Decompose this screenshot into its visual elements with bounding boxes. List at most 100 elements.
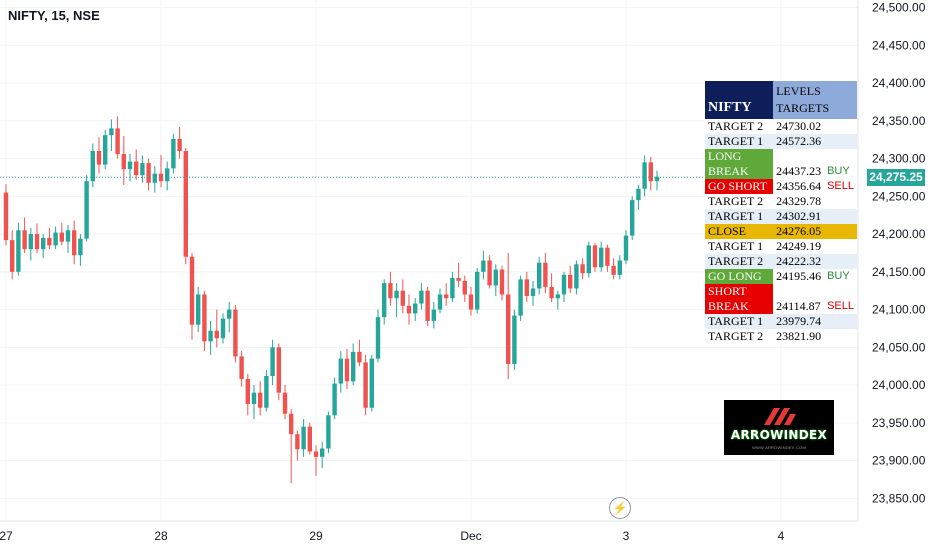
candle	[183, 147, 188, 265]
candle	[493, 264, 498, 296]
candle	[375, 309, 381, 363]
level-value: 24195.46	[773, 269, 825, 284]
candle-body	[103, 135, 108, 165]
candle-body	[177, 138, 182, 152]
candle	[623, 230, 629, 265]
candle-body	[41, 237, 46, 250]
candle	[574, 260, 579, 295]
candle	[431, 302, 436, 329]
candle	[326, 411, 331, 454]
candle-body	[258, 392, 263, 408]
level-value: 23979.74	[773, 314, 825, 329]
level-label-line2: BREAK	[708, 299, 749, 313]
y-tick-label: 24,500.00	[872, 1, 926, 15]
level-label-line1: SHORT	[708, 284, 747, 298]
candle-body	[301, 426, 306, 450]
candle	[338, 351, 343, 393]
time-axis[interactable]: 27 28 29 Dec 3 4	[0, 529, 785, 543]
symbol-title[interactable]: NIFTY, 15, NSE	[8, 8, 100, 23]
levels-header-line2: TARGETS	[776, 101, 830, 115]
level-signal	[824, 209, 857, 224]
y-tick-label: 24,400.00	[872, 76, 926, 90]
candle-body	[189, 256, 195, 325]
candle-body	[152, 173, 157, 183]
candle	[450, 271, 455, 303]
candle-body	[227, 309, 232, 319]
candle	[16, 222, 21, 276]
candle	[295, 430, 300, 461]
levels-row: GO SHORT 24356.64 SELL	[705, 179, 857, 194]
candle	[233, 305, 238, 363]
candle	[264, 369, 269, 412]
level-label: SHORT BREAK	[705, 284, 774, 314]
candle	[568, 265, 573, 293]
candle	[202, 290, 207, 352]
levels-row: TARGET 1 24572.36	[705, 134, 857, 149]
level-label: TARGET 1	[705, 239, 774, 254]
level-label: GO LONG	[705, 269, 774, 284]
level-value: 24572.36	[773, 134, 825, 149]
candle	[34, 223, 40, 253]
candle-body	[611, 265, 616, 275]
candle-body	[134, 161, 139, 176]
candle	[524, 271, 529, 303]
candle	[586, 241, 591, 278]
candle-body	[419, 290, 424, 304]
level-signal	[824, 239, 857, 254]
level-label: GO SHORT	[705, 179, 774, 194]
candle-body	[506, 294, 511, 364]
candle-body	[431, 309, 436, 321]
candle-body	[351, 351, 356, 382]
candle	[72, 220, 77, 265]
candle-body	[481, 260, 486, 272]
level-signal	[824, 314, 857, 329]
candle-body	[394, 290, 399, 299]
candle	[351, 343, 356, 386]
candle	[654, 170, 660, 191]
candle	[152, 166, 157, 193]
level-label: LONG BREAK	[705, 149, 774, 179]
candle	[78, 234, 83, 266]
price-axis[interactable]: 23,850.00 23,900.00 23,950.00 24,000.00 24,0…	[872, 1, 926, 506]
candle	[462, 275, 467, 303]
y-tick-label: 23,900.00	[872, 454, 926, 468]
candle-body	[171, 138, 176, 169]
candle	[512, 309, 517, 370]
candle	[96, 137, 102, 174]
candle	[369, 354, 374, 412]
y-tick-label: 24,300.00	[872, 152, 926, 166]
candle-body	[561, 274, 567, 295]
candle	[140, 155, 145, 183]
candle-body	[233, 309, 238, 357]
level-signal	[824, 194, 857, 209]
candle-body	[183, 151, 188, 257]
candle	[382, 279, 387, 325]
candle-body	[462, 280, 467, 295]
candle-body	[400, 290, 405, 306]
candle-body	[406, 305, 412, 314]
candle-body	[28, 234, 33, 250]
candle-body	[332, 383, 337, 416]
candle-body	[109, 128, 114, 136]
candle-body	[214, 330, 219, 339]
candle-body	[3, 192, 9, 241]
candle-body	[592, 245, 598, 268]
candle-body	[648, 162, 653, 182]
level-label: TARGET 2	[705, 254, 774, 269]
candle	[413, 298, 418, 321]
candle	[437, 288, 443, 314]
y-tick-label: 24,000.00	[872, 378, 926, 392]
candle	[90, 143, 95, 188]
candle	[208, 320, 213, 355]
candle	[487, 255, 492, 289]
level-signal	[824, 119, 857, 134]
lightning-icon[interactable]: ⚡	[609, 497, 631, 519]
candle	[580, 258, 585, 280]
y-tick-label: 24,050.00	[872, 340, 926, 354]
y-tick-label: 24,100.00	[872, 303, 926, 317]
candle	[59, 222, 64, 246]
y-tick-label: 24,250.00	[872, 189, 926, 203]
level-value: 24437.23	[773, 149, 825, 179]
candle	[543, 252, 548, 293]
